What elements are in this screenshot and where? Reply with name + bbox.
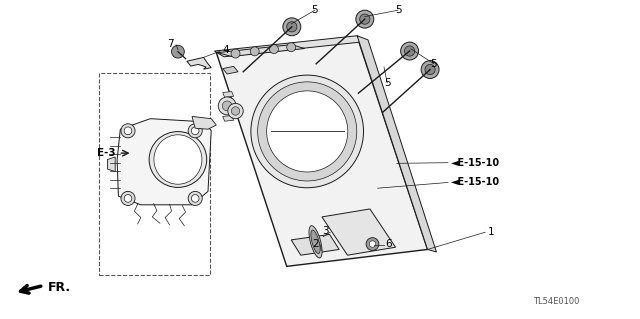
Circle shape: [425, 64, 435, 75]
Circle shape: [218, 97, 236, 115]
Text: E-3: E-3: [97, 148, 115, 158]
Polygon shape: [117, 119, 211, 205]
Polygon shape: [322, 209, 396, 255]
Polygon shape: [192, 116, 216, 129]
Circle shape: [421, 61, 439, 78]
Text: 5: 5: [431, 59, 437, 69]
Circle shape: [121, 191, 135, 205]
Circle shape: [287, 22, 297, 32]
Circle shape: [356, 10, 374, 28]
Text: ◄E-15-10: ◄E-15-10: [451, 158, 500, 168]
Circle shape: [250, 47, 259, 56]
Circle shape: [121, 124, 135, 138]
Polygon shape: [187, 57, 211, 69]
Polygon shape: [291, 234, 339, 255]
Circle shape: [191, 127, 199, 135]
Circle shape: [172, 45, 184, 58]
Text: 4: 4: [223, 45, 229, 56]
Circle shape: [283, 18, 301, 36]
Text: 7: 7: [168, 39, 174, 49]
Text: 5: 5: [312, 5, 318, 15]
Circle shape: [191, 195, 199, 202]
Text: 2: 2: [312, 239, 319, 249]
Circle shape: [401, 42, 419, 60]
Circle shape: [222, 101, 232, 111]
Ellipse shape: [311, 230, 320, 254]
Circle shape: [258, 82, 356, 181]
Circle shape: [251, 75, 364, 188]
Text: 5: 5: [395, 5, 401, 15]
Polygon shape: [223, 92, 234, 97]
Circle shape: [124, 195, 132, 202]
Circle shape: [228, 103, 243, 119]
Polygon shape: [223, 100, 234, 105]
Polygon shape: [218, 45, 305, 56]
Circle shape: [188, 191, 202, 205]
Circle shape: [231, 49, 240, 58]
Circle shape: [369, 241, 376, 247]
Polygon shape: [214, 36, 366, 57]
Text: ◄E-15-10: ◄E-15-10: [451, 177, 500, 188]
Circle shape: [404, 46, 415, 56]
Polygon shape: [223, 66, 238, 74]
Circle shape: [360, 14, 370, 24]
Circle shape: [188, 124, 202, 138]
Text: 1: 1: [488, 227, 494, 237]
Text: 5: 5: [384, 78, 390, 88]
Ellipse shape: [149, 132, 207, 188]
Polygon shape: [216, 37, 428, 266]
Polygon shape: [223, 115, 234, 121]
Circle shape: [269, 45, 278, 54]
Polygon shape: [108, 157, 115, 172]
Circle shape: [267, 91, 348, 172]
Circle shape: [124, 127, 132, 135]
Polygon shape: [357, 36, 436, 252]
Circle shape: [366, 238, 379, 250]
Circle shape: [231, 107, 240, 115]
Ellipse shape: [309, 226, 322, 258]
Circle shape: [287, 43, 296, 52]
Text: 6: 6: [385, 239, 392, 249]
Text: TL54E0100: TL54E0100: [533, 297, 579, 306]
Text: FR.: FR.: [48, 281, 71, 293]
Ellipse shape: [154, 135, 202, 184]
Polygon shape: [223, 108, 234, 113]
Text: 3: 3: [323, 226, 329, 236]
